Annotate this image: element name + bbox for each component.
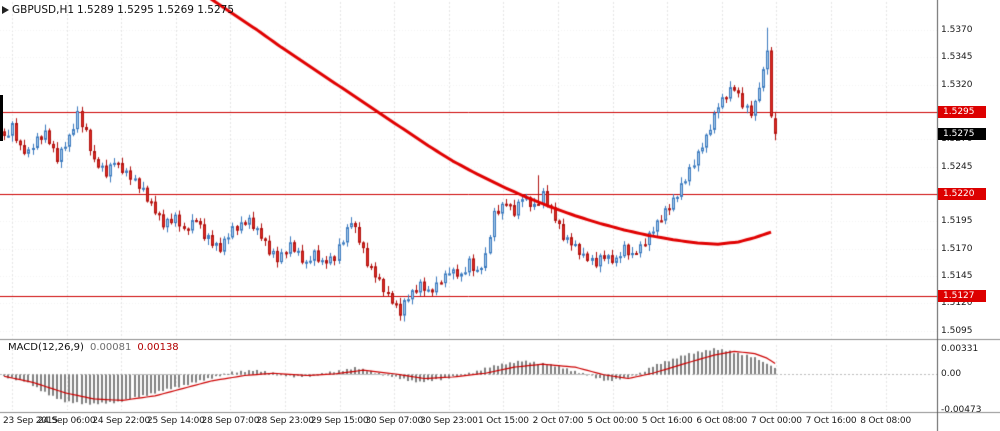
price-axis-label: 1.5095 bbox=[941, 325, 973, 336]
symbol-title: GBPUSD,H1 bbox=[12, 4, 75, 16]
time-axis-label: 23 Sep 2015 bbox=[3, 416, 58, 426]
hline-price-label: 1.5127 bbox=[938, 289, 986, 302]
time-axis-label: 30 Sep 23:00 bbox=[419, 416, 478, 426]
time-axis-label: 8 Oct 08:00 bbox=[860, 416, 911, 426]
chart-corner-icon bbox=[2, 6, 9, 14]
hline-price-label: 1.5220 bbox=[938, 187, 986, 200]
macd-axis-label: 0.00331 bbox=[941, 344, 979, 354]
time-axis-label: 7 Oct 16:00 bbox=[805, 416, 857, 426]
time-axis-label: 2 Oct 07:00 bbox=[532, 416, 584, 426]
time-axis-label: 7 Oct 00:00 bbox=[751, 416, 802, 426]
time-axis-label: 24 Sep 22:00 bbox=[92, 416, 151, 426]
hline-price-label: 1.5295 bbox=[938, 105, 986, 118]
macd-main-value: 0.00081 bbox=[89, 342, 132, 353]
macd-indicator-label: MACD(12,26,9) 0.00081 0.00138 bbox=[8, 342, 179, 353]
price-axis-label: 1.5245 bbox=[941, 161, 973, 172]
macd-axis-label: 0.00 bbox=[941, 368, 962, 379]
time-axis-label: 5 Oct 00:00 bbox=[587, 416, 638, 426]
price-axis-label: 1.5320 bbox=[941, 79, 973, 90]
price-axis-label: 1.5120 bbox=[941, 298, 973, 309]
time-axis-label: 6 Oct 08:00 bbox=[696, 416, 748, 426]
time-axis-label: 5 Oct 16:00 bbox=[641, 416, 693, 426]
ohlc-readout: 1.5289 1.5295 1.5269 1.5275 bbox=[77, 4, 235, 16]
price-axis-label: 1.5195 bbox=[941, 216, 973, 227]
price-axis-label: 1.5370 bbox=[941, 24, 973, 35]
time-axis-label: 1 Oct 15:00 bbox=[478, 416, 529, 426]
time-axis-label: 24 Sep 06:00 bbox=[37, 416, 96, 426]
time-axis-label: 29 Sep 15:00 bbox=[310, 416, 369, 426]
time-axis-label: 28 Sep 07:00 bbox=[201, 416, 260, 426]
current-price-label: 1.5275 bbox=[938, 127, 986, 140]
macd-name: MACD(12,26,9) bbox=[8, 342, 84, 353]
time-axis-label: 28 Sep 23:00 bbox=[256, 416, 314, 426]
price-axis-label: 1.5345 bbox=[941, 52, 973, 63]
price-axis-label: 1.5170 bbox=[941, 243, 973, 254]
chart-title: GBPUSD,H1 1.5289 1.5295 1.5269 1.5275 bbox=[12, 4, 237, 16]
price-axis-label: 1.5145 bbox=[941, 270, 973, 281]
time-axis-label: 25 Sep 14:00 bbox=[146, 416, 205, 426]
macd-signal-value: 0.00138 bbox=[137, 342, 179, 353]
left-edge-marker bbox=[0, 95, 3, 141]
time-axis-label: 30 Sep 07:00 bbox=[365, 416, 424, 426]
macd-axis-label: -0.00473 bbox=[941, 404, 982, 415]
